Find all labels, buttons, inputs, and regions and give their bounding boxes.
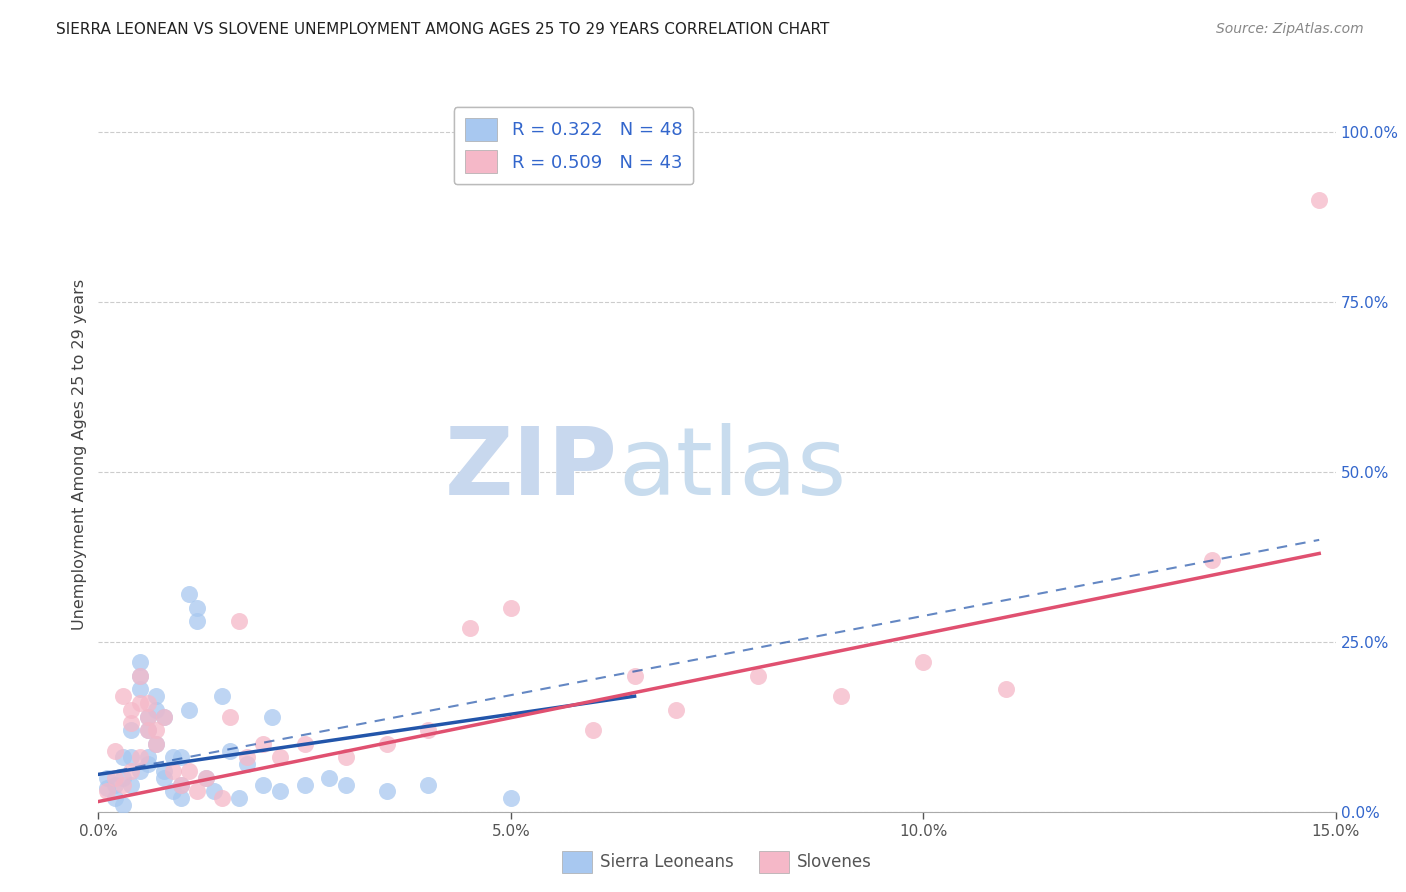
Point [104,771,127,785]
Point [458,621,481,635]
Point [665,703,688,717]
Point [128,682,150,697]
Text: SIERRA LEONEAN VS SLOVENE UNEMPLOYMENT AMONG AGES 25 TO 29 YEARS CORRELATION CHA: SIERRA LEONEAN VS SLOVENE UNEMPLOYMENT A… [56,22,830,37]
Point [153,771,176,785]
Point [228,791,250,805]
Point [136,723,159,738]
Point [194,771,217,785]
Point [136,696,159,710]
Point [162,784,184,798]
Point [236,757,259,772]
Point [335,750,357,764]
Point [375,737,398,751]
Legend: R = 0.322   N = 48, R = 0.509   N = 43: R = 0.322 N = 48, R = 0.509 N = 43 [454,107,693,185]
Point [375,784,398,798]
Point [145,737,167,751]
Point [153,709,176,723]
Point [186,784,208,798]
Point [104,791,127,805]
Point [219,743,242,757]
Point [112,778,135,792]
Point [179,764,201,778]
Point [1308,193,1330,207]
Text: atlas: atlas [619,423,846,516]
Point [499,600,522,615]
Point [179,587,201,601]
Point [145,737,167,751]
Point [499,791,522,805]
Point [96,771,118,785]
Point [120,778,142,792]
Point [170,778,193,792]
Point [170,778,193,792]
Point [170,791,193,805]
Point [269,784,291,798]
Point [162,750,184,764]
Point [136,723,159,738]
Point [335,778,357,792]
Point [128,655,150,669]
Point [179,703,201,717]
Point [128,696,150,710]
Point [145,723,167,738]
Point [136,757,159,772]
Point [120,764,142,778]
Point [252,778,274,792]
Point [120,716,142,731]
Point [418,723,440,738]
Point [128,669,150,683]
Point [120,703,142,717]
Point [260,709,283,723]
Point [145,689,167,703]
Point [112,771,135,785]
Point [830,689,852,703]
Point [318,771,340,785]
Point [120,723,142,738]
Point [202,784,225,798]
Point [136,750,159,764]
Point [1201,553,1223,567]
Point [112,750,135,764]
Point [128,669,150,683]
Point [194,771,217,785]
Point [294,778,316,792]
Point [269,750,291,764]
Point [219,709,242,723]
Y-axis label: Unemployment Among Ages 25 to 29 years: Unemployment Among Ages 25 to 29 years [72,279,87,631]
Point [136,709,159,723]
Legend: Sierra Leoneans, Slovenes: Sierra Leoneans, Slovenes [555,845,879,880]
Text: ZIP: ZIP [446,423,619,516]
Text: Source: ZipAtlas.com: Source: ZipAtlas.com [1216,22,1364,37]
Point [186,615,208,629]
Point [418,778,440,792]
Point [912,655,935,669]
Point [252,737,274,751]
Point [170,750,193,764]
Point [294,737,316,751]
Point [128,750,150,764]
Point [136,709,159,723]
Point [153,764,176,778]
Point [186,600,208,615]
Point [104,778,127,792]
Point [211,791,233,805]
Point [236,750,259,764]
Point [104,743,127,757]
Point [211,689,233,703]
Point [153,709,176,723]
Point [623,669,645,683]
Point [228,615,250,629]
Point [162,764,184,778]
Point [112,797,135,812]
Point [96,780,118,795]
Point [120,750,142,764]
Point [145,703,167,717]
Point [112,689,135,703]
Point [582,723,605,738]
Point [128,764,150,778]
Point [994,682,1017,697]
Point [96,784,118,798]
Point [747,669,769,683]
